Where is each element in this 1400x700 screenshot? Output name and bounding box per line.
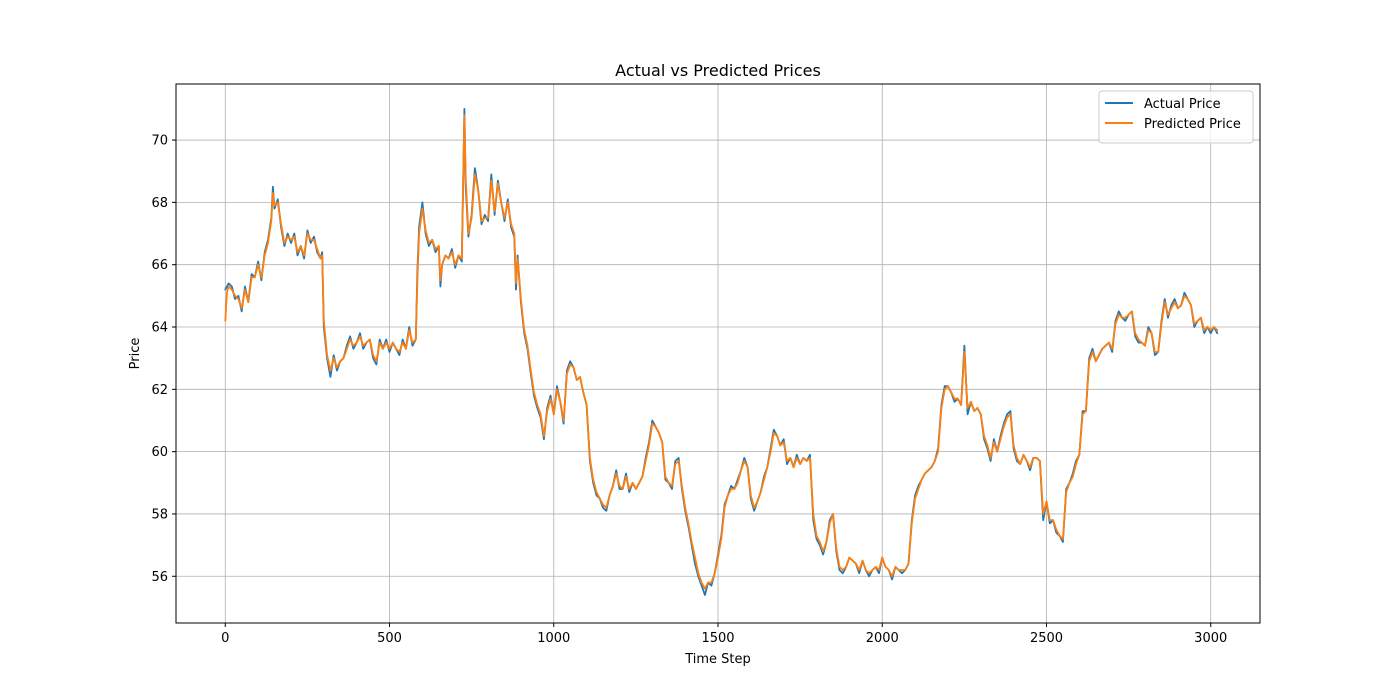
y-tick-label: 70 (151, 134, 168, 149)
x-tick-label: 500 (377, 631, 402, 646)
x-tick-label: 1500 (701, 631, 734, 646)
legend-label-predicted: Predicted Price (1144, 117, 1241, 132)
y-tick-label: 58 (151, 507, 168, 522)
x-tick-label: 1000 (537, 631, 570, 646)
chart-title: Actual vs Predicted Prices (615, 61, 821, 80)
series-line-predicted (224, 114, 1219, 590)
y-axis-ticks: 56 58 60 62 64 66 68 70 (151, 134, 176, 585)
y-tick-label: 66 (151, 258, 168, 273)
legend-box (1098, 90, 1254, 144)
y-tick-label: 68 (151, 196, 168, 211)
legend: Actual Price Predicted Price (1098, 90, 1254, 144)
series-layer (224, 108, 1219, 596)
x-axis-label: Time Step (684, 652, 751, 667)
y-axis-label: Price (128, 338, 143, 370)
x-axis-ticks: 0 500 1000 1500 2000 2500 3000 (221, 623, 1227, 646)
y-tick-label: 64 (151, 321, 168, 336)
x-tick-label: 0 (221, 631, 229, 646)
x-tick-label: 2000 (866, 631, 899, 646)
y-tick-label: 62 (151, 383, 168, 398)
legend-label-actual: Actual Price (1144, 97, 1221, 112)
y-tick-label: 56 (151, 570, 168, 585)
x-tick-label: 3000 (1194, 631, 1227, 646)
y-tick-label: 60 (151, 445, 168, 460)
x-tick-label: 2500 (1030, 631, 1063, 646)
